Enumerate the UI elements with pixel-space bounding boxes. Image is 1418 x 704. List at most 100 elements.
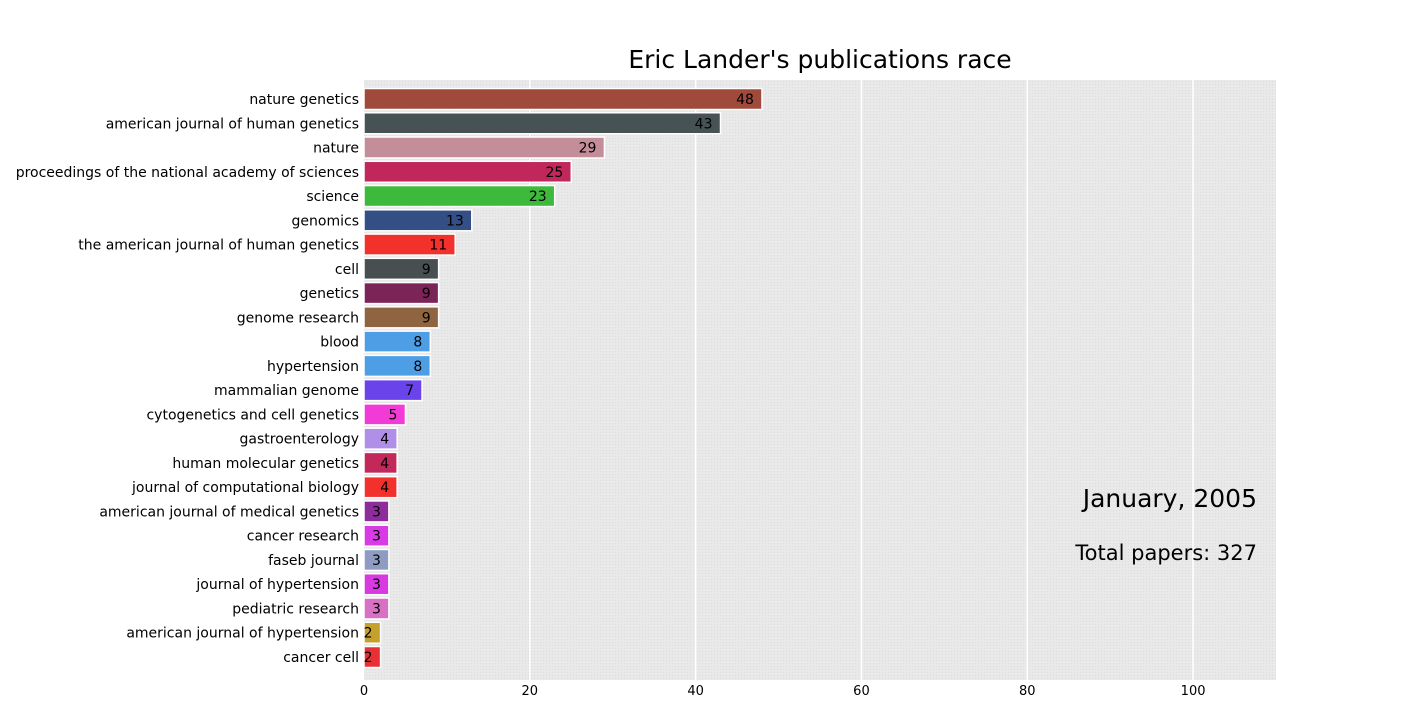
category-label: genomics: [292, 213, 359, 229]
value-label: 8: [413, 359, 422, 375]
bar: [363, 233, 456, 256]
category-label: genetics: [300, 286, 359, 302]
bar-group: hypertension 8: [267, 354, 432, 378]
value-label: 48: [736, 92, 754, 108]
value-label: 2: [364, 626, 373, 642]
bar-group: genomics 13: [292, 209, 473, 232]
category-label: faseb journal: [268, 553, 359, 569]
value-label: 7: [405, 383, 414, 399]
category-label: journal of hypertension: [195, 577, 359, 593]
bar: [363, 354, 432, 378]
value-label: 3: [372, 529, 381, 545]
category-label: proceedings of the national academy of s…: [16, 165, 359, 181]
value-label: 25: [545, 165, 563, 181]
bar: [363, 548, 390, 572]
value-label: 9: [422, 262, 431, 278]
x-tick-label: 100: [1181, 684, 1206, 699]
bar-group: mammalian genome 7: [214, 378, 423, 402]
bar: [363, 597, 390, 620]
bar: [363, 621, 382, 644]
bar-group: cytogenetics and cell genetics 5: [146, 403, 407, 426]
category-label: cancer research: [247, 529, 359, 545]
category-label: nature: [313, 141, 359, 157]
bar: [363, 645, 382, 669]
x-tick-label: 60: [853, 684, 870, 699]
bar: [363, 306, 440, 329]
x-tick-label: 20: [522, 684, 539, 699]
bar-group: cancer research 3: [247, 524, 390, 547]
bar-group: cell 9: [335, 257, 440, 281]
bar-group: genetics 9: [300, 281, 440, 305]
category-label: the american journal of human genetics: [78, 238, 359, 254]
bar-group: the american journal of human genetics 11: [78, 233, 456, 256]
bar: [363, 451, 398, 475]
bar: [363, 475, 398, 499]
chart-title: Eric Lander's publications race: [628, 45, 1011, 74]
bar: [363, 427, 398, 450]
bar-group: science 23: [306, 184, 556, 208]
bar-group: american journal of hypertension 2: [126, 621, 382, 644]
bar-group: american journal of human genetics 43: [106, 112, 722, 135]
x-tick-label: 40: [687, 684, 704, 699]
bar: [363, 184, 556, 208]
bar: [363, 572, 390, 596]
category-label: nature genetics: [249, 92, 359, 108]
value-label: 4: [380, 456, 389, 472]
category-label: cancer cell: [283, 650, 359, 666]
bar: [363, 330, 432, 353]
value-label: 23: [529, 189, 547, 205]
x-tick-label: 80: [1019, 684, 1036, 699]
category-label: gastroenterology: [240, 432, 360, 448]
x-tick-label: 0: [360, 684, 368, 699]
value-label: 29: [579, 141, 597, 157]
value-label: 4: [380, 480, 389, 496]
category-label: blood: [320, 335, 359, 351]
category-label: journal of computational biology: [131, 480, 359, 496]
value-label: 13: [446, 213, 464, 229]
bar: [363, 87, 763, 111]
value-label: 11: [429, 238, 447, 254]
bar-group: american journal of medical genetics 3: [99, 500, 390, 523]
category-label: human molecular genetics: [172, 456, 359, 472]
value-label: 4: [380, 432, 389, 448]
value-label: 3: [372, 601, 381, 617]
bar: [363, 524, 390, 547]
category-label: american journal of human genetics: [106, 116, 359, 132]
category-label: pediatric research: [232, 601, 359, 617]
value-label: 9: [422, 286, 431, 302]
bar: [363, 136, 606, 159]
x-axis-ticks: 0 20 40 60 80 100: [360, 684, 1206, 699]
bar: [363, 281, 440, 305]
value-label: 5: [389, 407, 398, 423]
value-label: 2: [364, 650, 373, 666]
bar-group: human molecular genetics 4: [172, 451, 398, 475]
bar-group: gastroenterology 4: [240, 427, 398, 450]
category-label: cell: [335, 262, 359, 278]
category-label: american journal of medical genetics: [99, 504, 359, 520]
bar-group: cancer cell 2: [283, 645, 382, 669]
bar-group: proceedings of the national academy of s…: [16, 160, 573, 184]
bar: [363, 378, 423, 402]
value-label: 3: [372, 553, 381, 569]
bar: [363, 209, 473, 232]
category-label: science: [306, 189, 359, 205]
bar-group: journal of hypertension 3: [195, 572, 390, 596]
bar-group: nature genetics 48: [249, 87, 763, 111]
category-label: genome research: [237, 310, 359, 326]
category-label: hypertension: [267, 359, 359, 375]
bar-group: blood 8: [320, 330, 432, 353]
bar-group: journal of computational biology 4: [131, 475, 398, 499]
bar: [363, 257, 440, 281]
category-label: cytogenetics and cell genetics: [146, 407, 359, 423]
bar: [363, 403, 407, 426]
value-label: 8: [413, 335, 422, 351]
bar: [363, 112, 722, 135]
value-label: 3: [372, 504, 381, 520]
bar-group: nature 29: [313, 136, 606, 159]
value-label: 3: [372, 577, 381, 593]
bar-group: genome research 9: [237, 306, 440, 329]
total-papers-annotation: Total papers: 327: [1074, 541, 1257, 565]
value-label: 43: [695, 116, 713, 132]
